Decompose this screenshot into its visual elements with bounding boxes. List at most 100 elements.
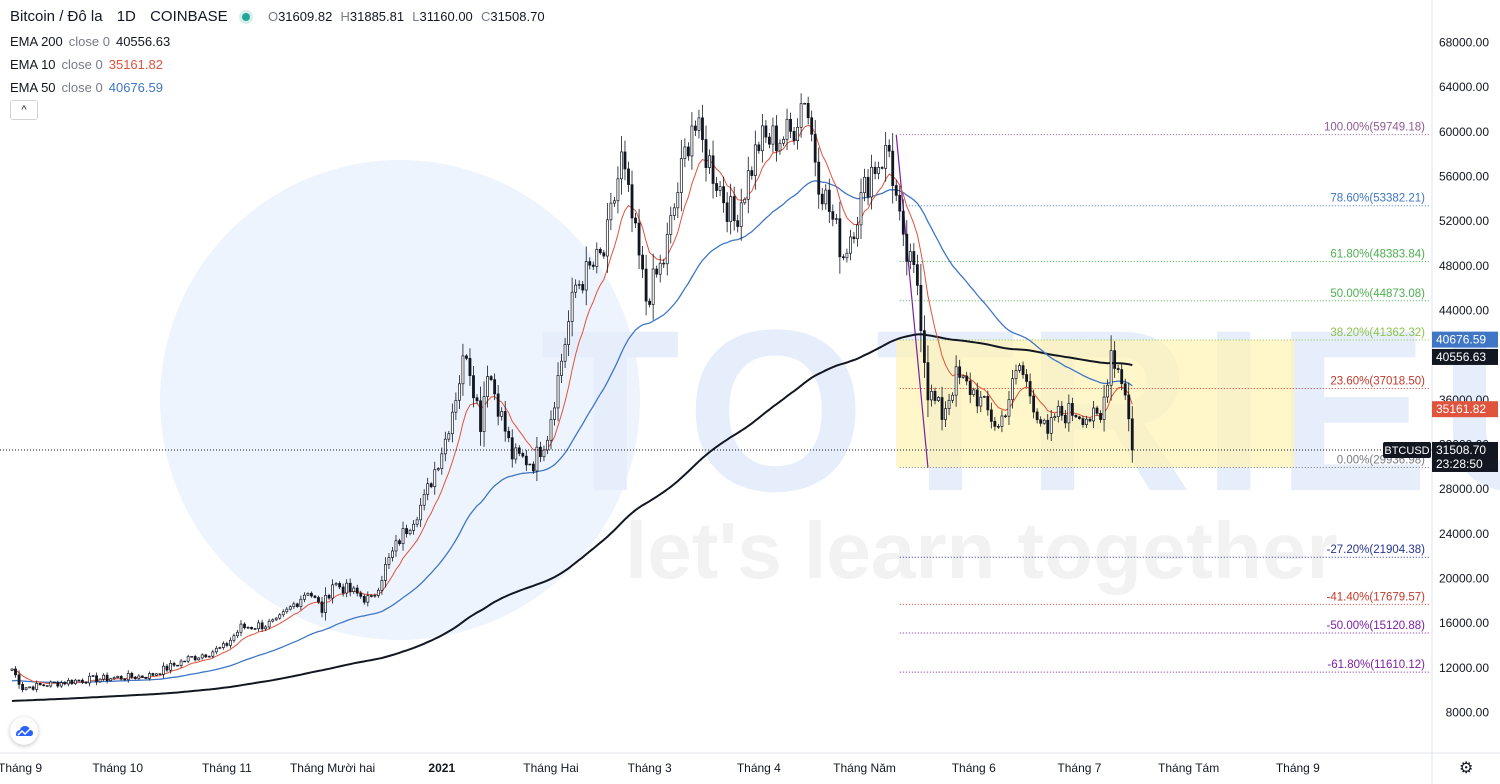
tradingview-logo-icon[interactable] [10,717,38,745]
candle-body [1078,416,1081,419]
candle-body [1120,369,1124,385]
candle-body [623,151,627,170]
candle-body [408,530,412,535]
candle-body [102,674,106,680]
candle-body [570,291,574,322]
candle-body [45,685,49,687]
price-tick-label: 48000.00 [1439,259,1489,273]
candle-body [338,583,342,588]
indicator-ema50[interactable]: EMA 50 close 0 40676.59 [10,80,163,95]
interval-label[interactable]: 1D [116,8,136,25]
candle-body [109,678,113,681]
candle-body [35,682,39,690]
candle-body [1053,416,1057,418]
cloud-icon [16,726,33,736]
candle-body [510,437,514,460]
candle-body [820,193,824,205]
candle-body [930,390,933,401]
settings-gear-icon[interactable]: ⚙ [1459,760,1474,777]
candle-body [856,224,859,240]
candle-body [605,219,609,257]
indicator-ema200[interactable]: EMA 200 close 0 40556.63 [10,34,170,49]
candle-body [482,396,486,432]
candle-body [179,660,183,667]
indicator-name: EMA 10 [10,57,56,72]
indicator-name: EMA 50 [10,80,56,95]
candle-body [507,430,511,439]
candle-body [574,284,578,293]
ema200-line [11,333,1133,702]
candle-body [288,606,292,610]
candle-body [398,540,401,545]
candle-body [679,158,683,193]
candle-body [852,236,856,240]
candle-body [827,189,831,212]
candle-body [665,234,669,265]
candle-body [563,344,567,362]
candle-body [274,617,278,621]
candle-body [436,468,440,471]
candle-body [785,118,789,140]
candle-body [1102,396,1106,420]
candle-body [753,144,757,176]
candle-body [200,654,204,659]
candle-body [59,682,63,687]
symbol-price-tag: BTCUSD [1384,445,1429,457]
candle-body [528,463,532,466]
candle-body [1021,365,1025,375]
candle-body [546,439,549,451]
candle-body [81,679,84,683]
candle-body [598,248,602,254]
candle-body [588,261,592,266]
collapse-indicators-button[interactable]: ^ [10,100,38,120]
candle-body [542,449,546,458]
candle-body [739,202,743,227]
candle-body [641,254,644,270]
symbol-name[interactable]: Bitcoin / Đô la [10,8,103,25]
indicator-name: EMA 200 [10,34,63,49]
candle-body [246,627,250,629]
candle-body [803,103,807,105]
candle-body [77,679,81,682]
candle-body [612,200,616,204]
candle-body [1014,370,1018,380]
candle-body [126,673,130,681]
time-tick-label: 2021 [428,761,455,775]
candle-body [841,256,845,259]
candle-body [531,463,535,472]
indicator-ema10[interactable]: EMA 10 close 0 35161.82 [10,57,163,72]
symbol-price-tag-bg [1383,441,1431,458]
candle-body [264,626,268,630]
candle-body [669,215,673,235]
candle-body [778,142,782,152]
candle-body [701,117,704,140]
candle-body [711,155,715,184]
time-tick-label: Tháng 7 [1057,761,1101,775]
current-price-label-bg [1432,441,1498,472]
fib-level-label: -61.80%(11610.12) [1327,659,1425,671]
candle-body [718,186,722,191]
price-tick-label: 20000.00 [1439,572,1489,586]
candle-body [873,166,877,174]
candle-body [475,397,479,402]
candle-body [1025,374,1028,382]
candle-body [10,668,14,671]
candle-body [824,189,828,205]
candle-body [683,146,687,159]
candle-body [95,675,98,683]
time-tick-label: Tháng Mười hai [290,761,375,775]
ema-price-label: 35161.82 [1436,402,1486,416]
candle-body [1049,417,1053,434]
indicator-params: close 0 [61,57,103,72]
candle-body [933,390,937,401]
candle-body [834,218,838,220]
candle-body [1039,419,1043,424]
candle-body [38,682,42,686]
price-tick-label: 52000.00 [1439,214,1489,228]
candle-body [250,627,253,630]
price-tick-label: 24000.00 [1439,527,1489,541]
candle-body [620,151,623,180]
candle-body [877,167,881,174]
candle-body [221,643,225,648]
